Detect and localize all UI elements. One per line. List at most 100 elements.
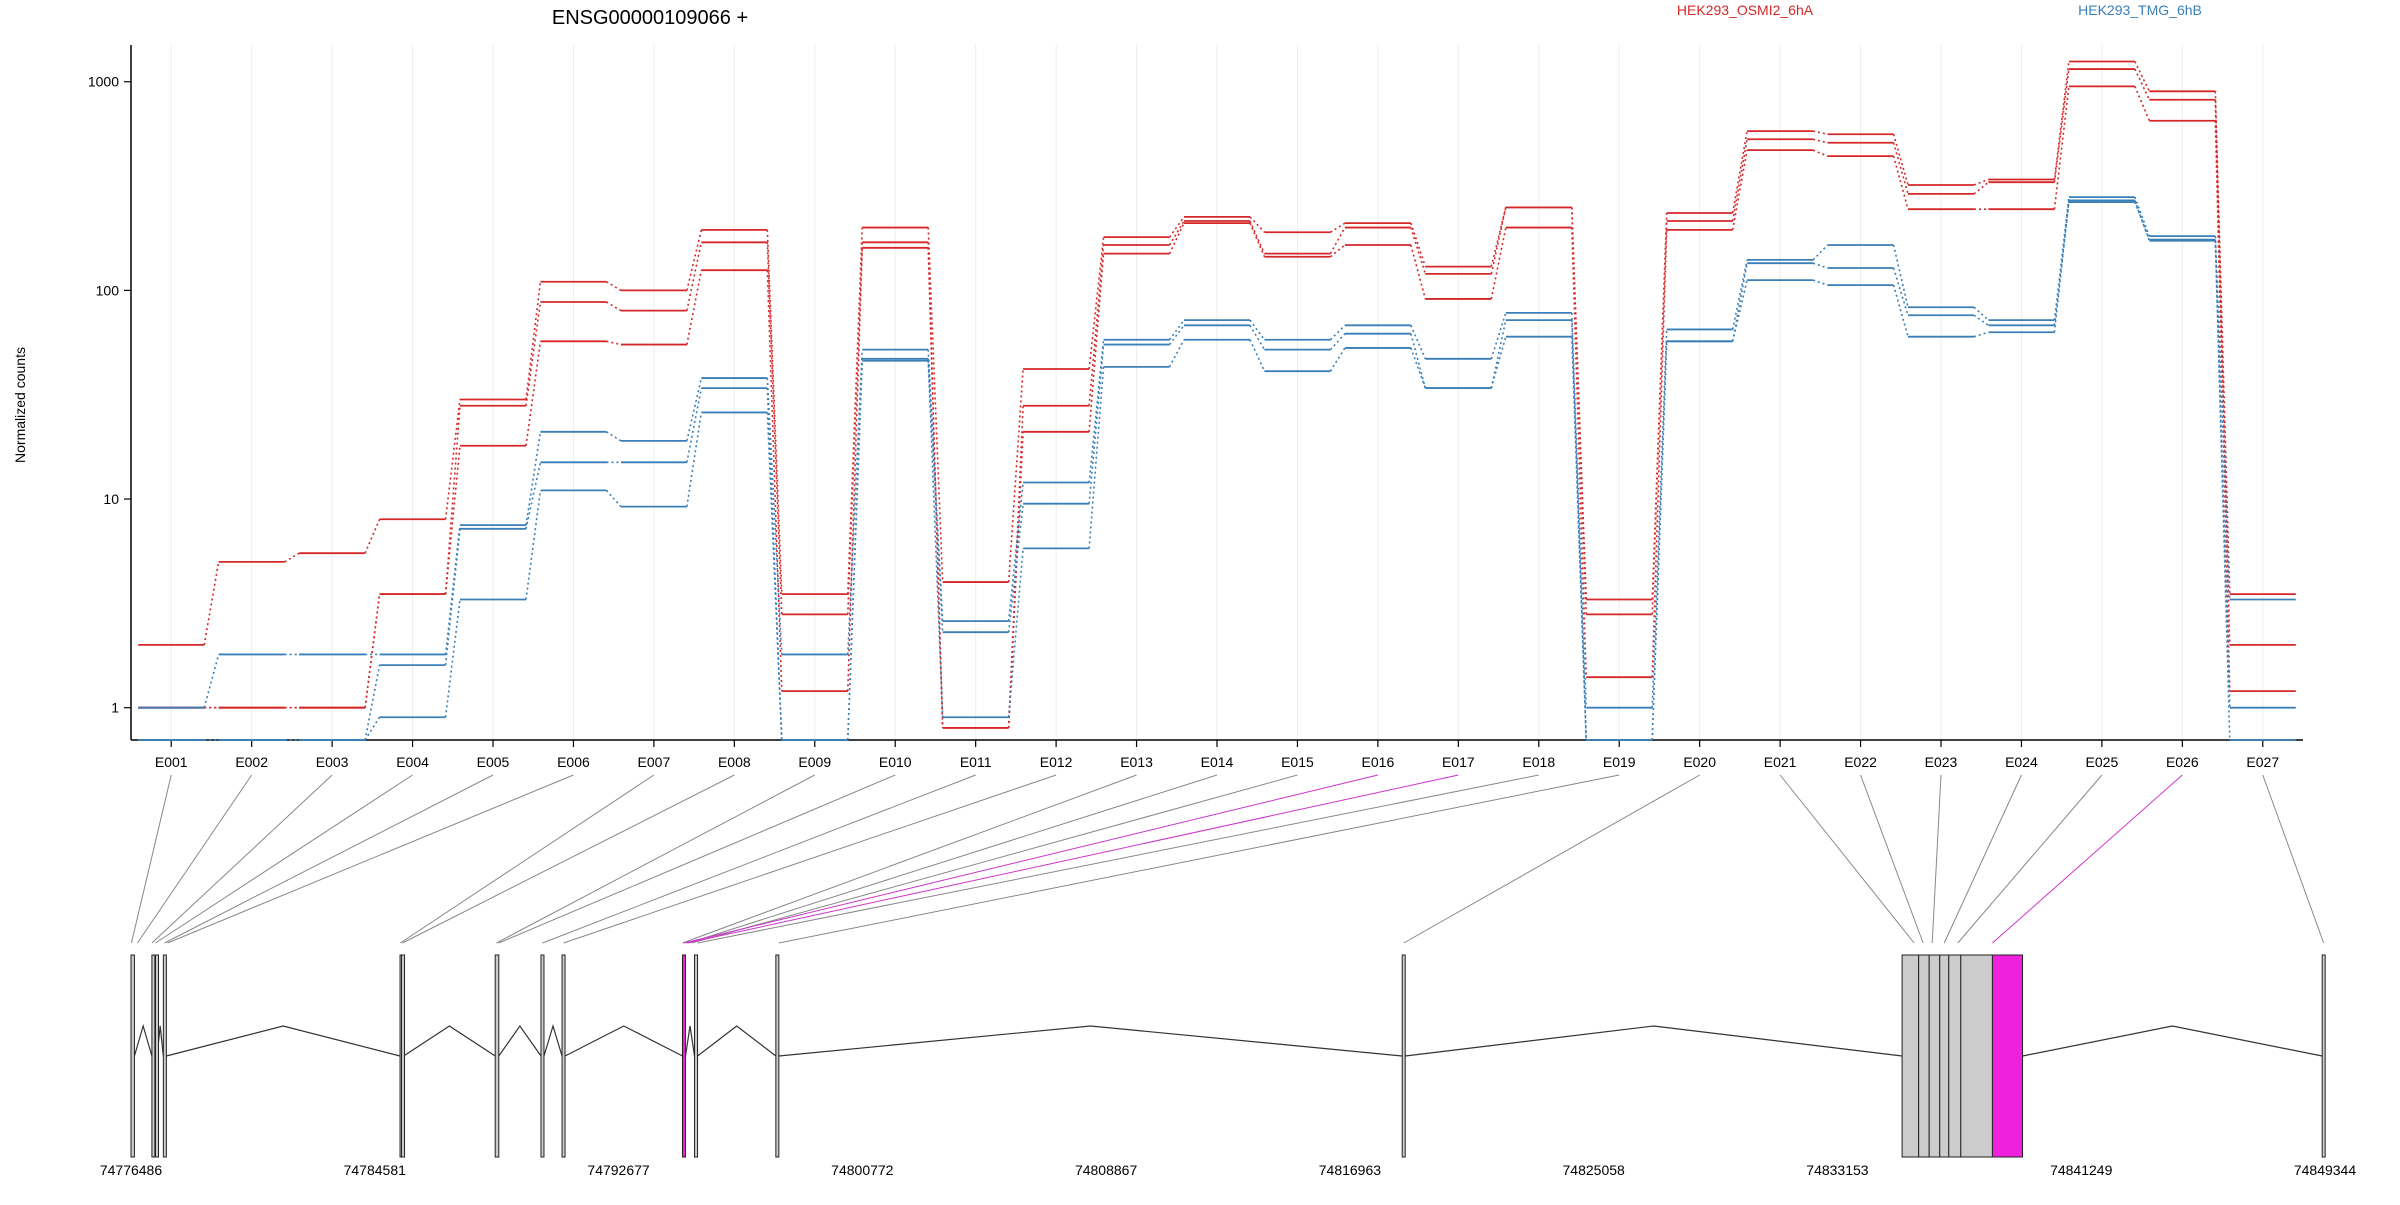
series-connector <box>525 490 542 600</box>
x-tick-label: E013 <box>1120 754 1153 770</box>
exon-connector-line <box>697 774 1539 944</box>
x-tick-label: E011 <box>960 754 992 770</box>
x-tick-label: E006 <box>557 754 590 770</box>
x-tick-label: E005 <box>477 754 510 770</box>
series-connector <box>606 340 622 346</box>
series-connector <box>766 378 783 655</box>
series-connector <box>686 229 703 291</box>
x-tick-label: E008 <box>718 754 751 770</box>
series-connector <box>1973 314 1989 326</box>
series-connector <box>1731 139 1748 222</box>
series-connector <box>1812 244 1829 261</box>
exon-box <box>401 954 406 1158</box>
series-connector <box>1168 319 1185 341</box>
exon-connector-line <box>1992 774 2183 944</box>
intron-line <box>498 1024 542 1057</box>
series-connector <box>2134 200 2151 241</box>
x-tick-label: E007 <box>638 754 671 770</box>
exon-connector-line <box>151 774 333 944</box>
series-connector <box>2134 61 2151 92</box>
intron-line <box>403 1025 496 1057</box>
series-connector <box>1088 339 1105 483</box>
series-connector <box>1329 324 1346 341</box>
series-connector <box>364 518 381 554</box>
legend-label-osmi2: HEK293_OSMI2_6hA <box>1677 2 1814 18</box>
exon-connector-line <box>155 774 413 944</box>
x-tick-label: E024 <box>2005 754 2038 770</box>
series-connector <box>766 242 783 615</box>
series-connector <box>686 242 703 311</box>
exon-box <box>694 954 699 1158</box>
series-connector <box>605 489 622 508</box>
x-tick-label: E026 <box>2166 754 2199 770</box>
series-connector <box>686 377 703 442</box>
series-connector <box>1088 366 1105 549</box>
series-connector <box>1088 344 1105 504</box>
chart-title: ENSG00000109066 + <box>552 7 748 29</box>
series-connector <box>1329 333 1346 351</box>
series-connector <box>1812 279 1828 286</box>
exon-box <box>130 954 135 1158</box>
series-connector <box>927 358 944 633</box>
series-connector <box>1731 263 1748 342</box>
series-connector <box>846 242 864 615</box>
x-tick-label: E025 <box>2086 754 2119 770</box>
exon-connector-line <box>542 774 976 944</box>
series-connector <box>2214 91 2231 595</box>
series-connector <box>1651 229 1668 678</box>
series-connector <box>525 431 542 526</box>
exon-connector-line <box>683 774 1379 944</box>
exon-connector-line <box>1779 774 1915 944</box>
series-connector <box>1329 227 1346 255</box>
x-tick-label: E016 <box>1362 754 1395 770</box>
series-connector <box>1249 216 1266 233</box>
series-connector <box>766 229 783 595</box>
series-connector <box>2214 240 2231 741</box>
legend-label-tmg: HEK293_TMG_6hB <box>2078 2 2202 18</box>
exon-connector-line <box>1931 774 1942 944</box>
series-connector <box>1490 207 1507 267</box>
series-connector <box>1812 149 1828 157</box>
series-connector <box>2053 86 2070 210</box>
series-connector <box>1249 319 1266 341</box>
series-connector <box>1168 220 1185 246</box>
exon-connector-line <box>1957 774 2103 944</box>
series-connector <box>606 281 622 292</box>
series-connector <box>1892 284 1909 337</box>
y-tick-label: 1000 <box>88 74 119 90</box>
series-connector <box>686 412 703 507</box>
x-tick-label: E002 <box>235 754 268 770</box>
series-connector <box>203 654 220 708</box>
series-connector <box>1410 222 1427 267</box>
series-connector <box>1812 138 1828 144</box>
coord-label: 74816963 <box>1319 1162 1382 1178</box>
x-tick-label: E003 <box>316 754 349 770</box>
series-connector <box>525 462 542 529</box>
x-tick-label: E015 <box>1281 754 1314 770</box>
series-connector <box>2214 239 2231 708</box>
series-connector <box>203 561 220 646</box>
series-connector <box>1731 279 1748 342</box>
series-connector <box>1088 244 1105 406</box>
series-6 <box>138 199 2296 741</box>
coord-label: 74825058 <box>1563 1162 1626 1178</box>
coord-label: 74841249 <box>2050 1162 2113 1178</box>
exon-connector-line <box>167 774 574 944</box>
exon-connector-line <box>1403 774 1700 944</box>
series-connector <box>1892 155 1909 210</box>
exon-connector-line <box>402 774 735 944</box>
x-tick-label: E019 <box>1603 754 1636 770</box>
x-tick-label: E004 <box>396 754 429 770</box>
coord-label: 74800772 <box>831 1162 894 1178</box>
series-connector <box>1410 333 1427 389</box>
series-connector <box>1249 222 1266 258</box>
x-tick-label: E012 <box>1040 754 1073 770</box>
series-connector <box>1570 320 1588 741</box>
exon-box <box>1960 954 1993 1158</box>
series-connector <box>444 405 461 595</box>
exon-connector-line <box>1860 774 1924 944</box>
intron-line <box>684 1025 696 1057</box>
series-connector <box>606 301 622 312</box>
series-connector <box>1410 325 1427 360</box>
